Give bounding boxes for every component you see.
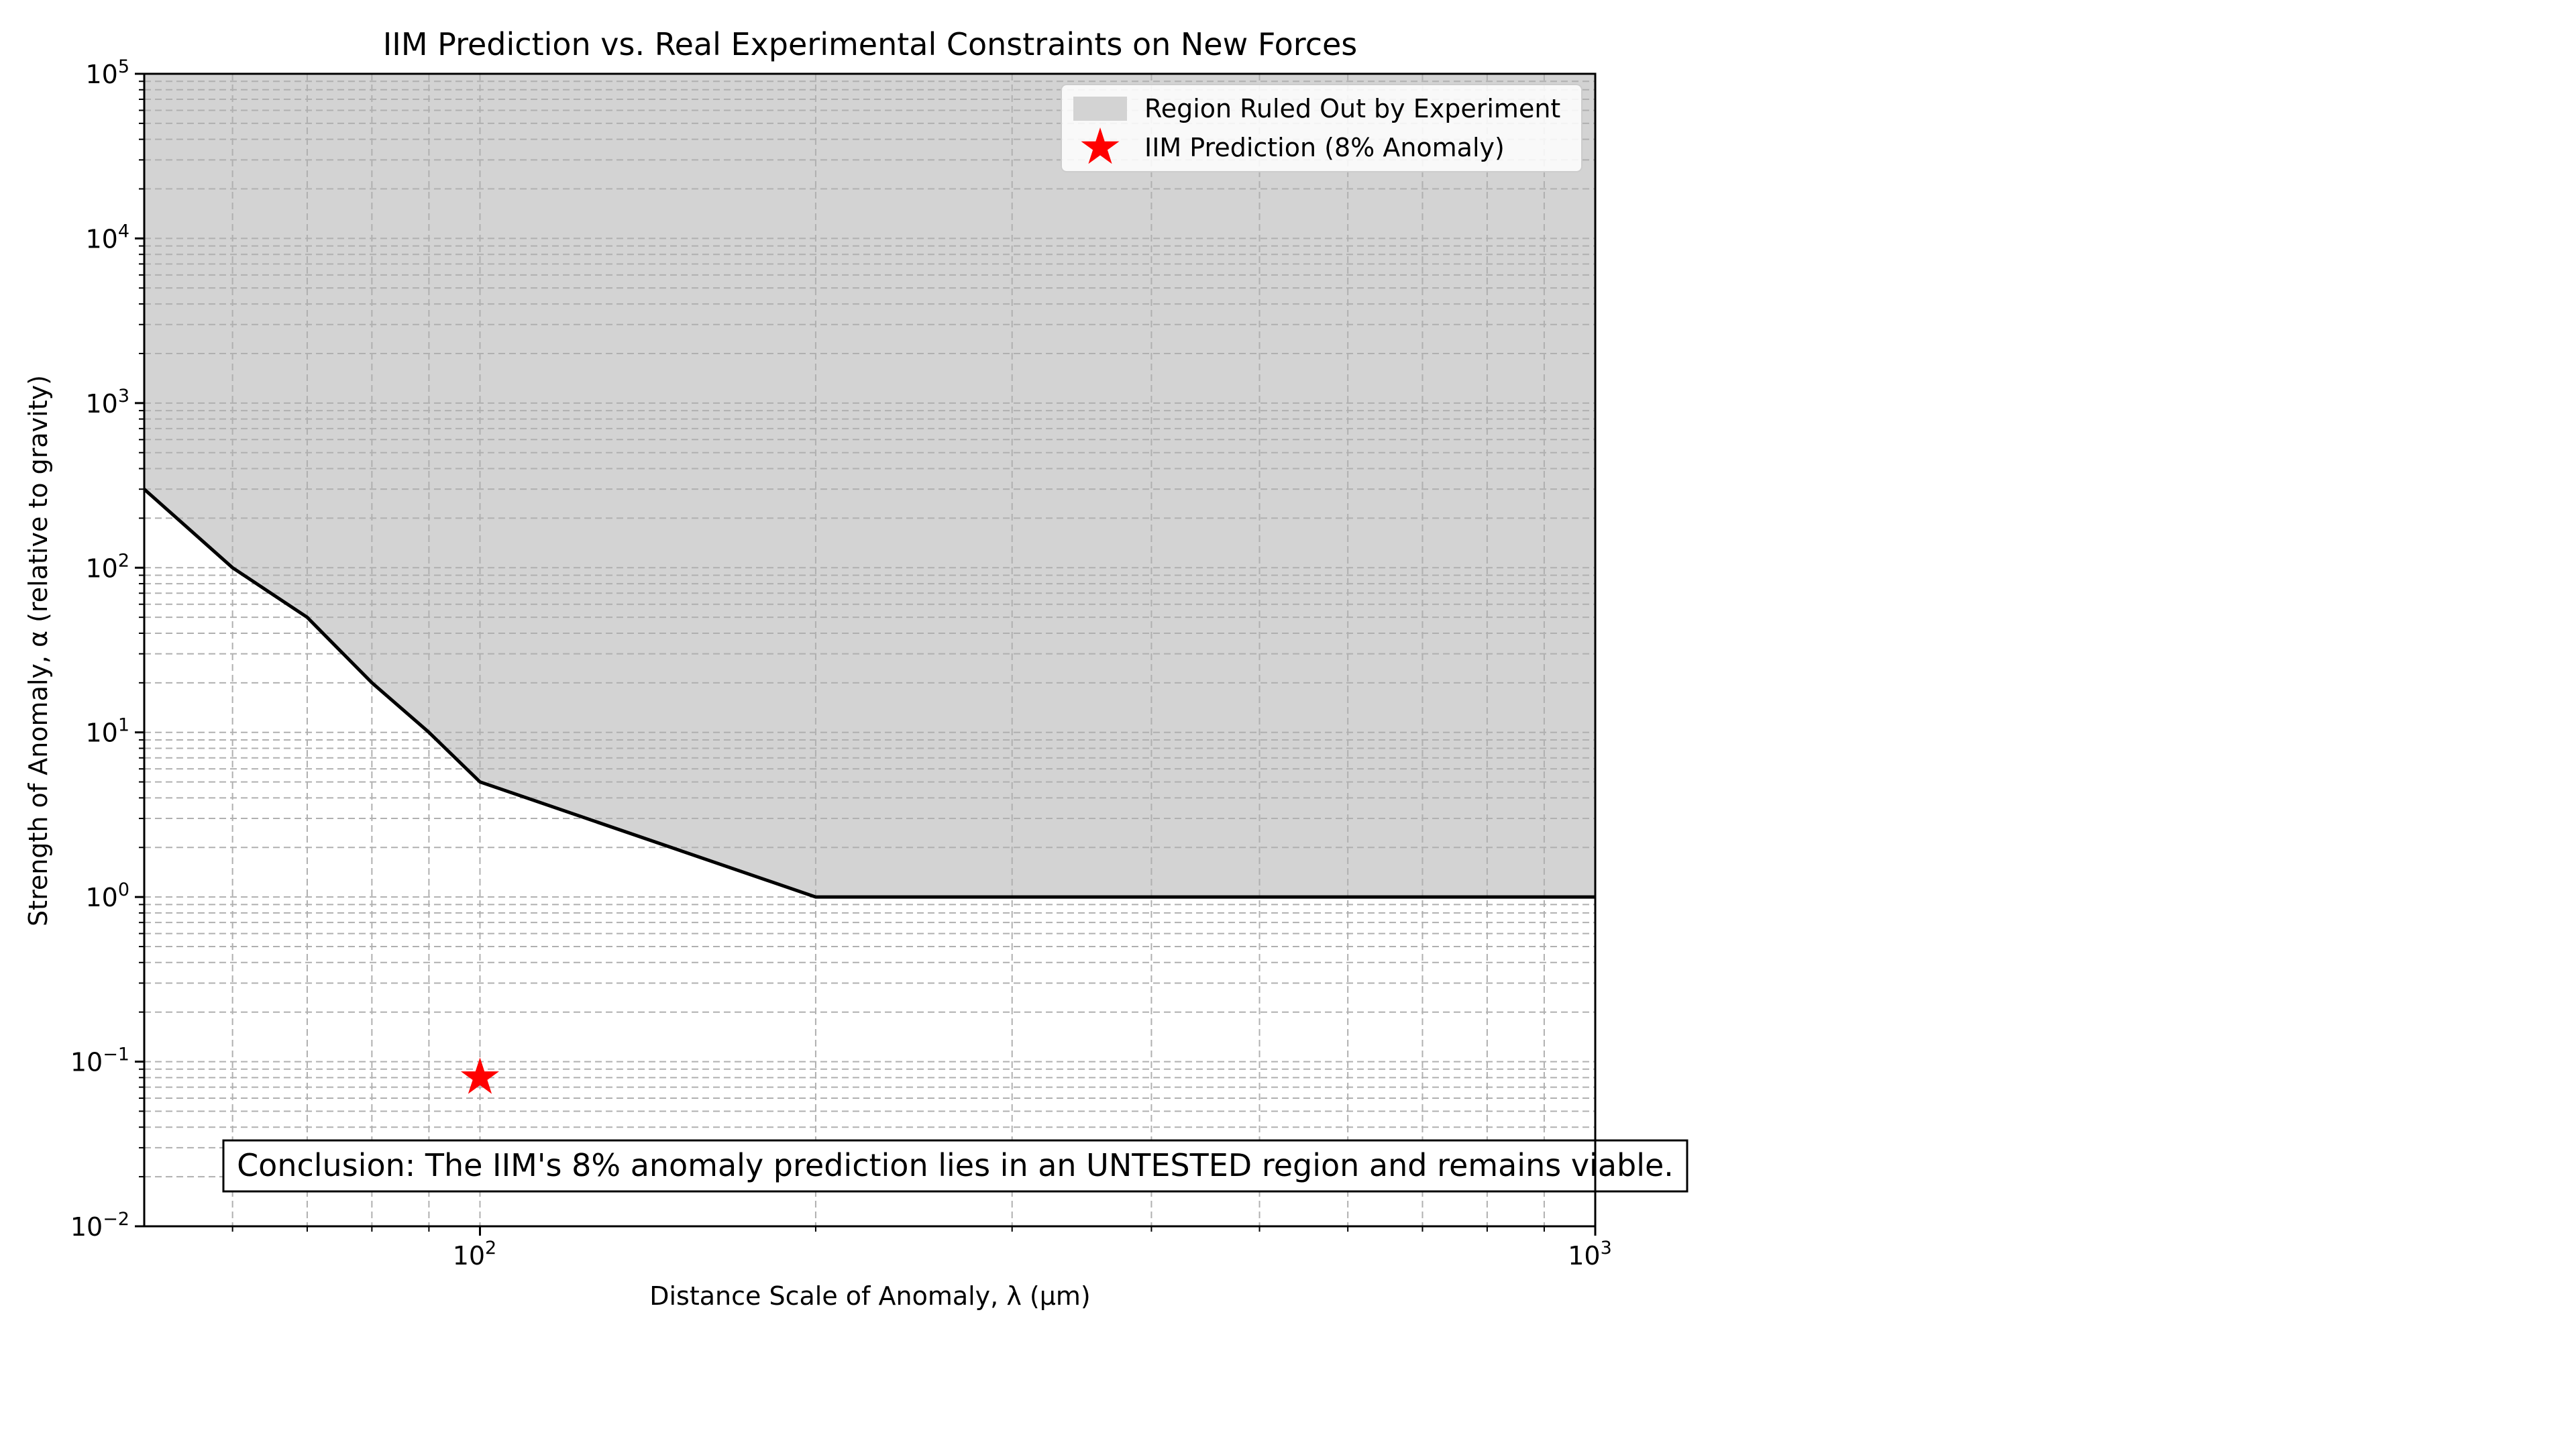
- legend-swatch-ruled-out: [1073, 97, 1127, 121]
- legend-label-iim-prediction: IIM Prediction (8% Anomaly): [1144, 133, 1505, 162]
- y-tick-label: 10−2: [70, 1209, 129, 1242]
- plot-frame: [143, 72, 1597, 1228]
- chart-title: IIM Prediction vs. Real Experimental Con…: [383, 26, 1358, 62]
- ruled-out-region: [144, 74, 1595, 898]
- legend-label-ruled-out: Region Ruled Out by Experiment: [1144, 94, 1560, 123]
- iim-prediction-marker: [460, 1057, 499, 1094]
- x-axis-label: Distance Scale of Anomaly, λ (μm): [649, 1281, 1091, 1311]
- y-axis-label: Strength of Anomaly, α (relative to grav…: [23, 375, 53, 926]
- annotation-text: Conclusion: The IIM's 8% anomaly predict…: [237, 1147, 1674, 1183]
- y-tick-label: 100: [85, 879, 129, 912]
- conclusion-annotation: Conclusion: The IIM's 8% anomaly predict…: [222, 1139, 1688, 1193]
- legend: Region Ruled Out by Experiment IIM Predi…: [1061, 84, 1582, 172]
- constraint-boundary-line: [143, 488, 1595, 899]
- legend-marker-iim-prediction: [1081, 127, 1120, 164]
- legend-frame: [1061, 84, 1582, 172]
- annotation-box: [222, 1139, 1688, 1193]
